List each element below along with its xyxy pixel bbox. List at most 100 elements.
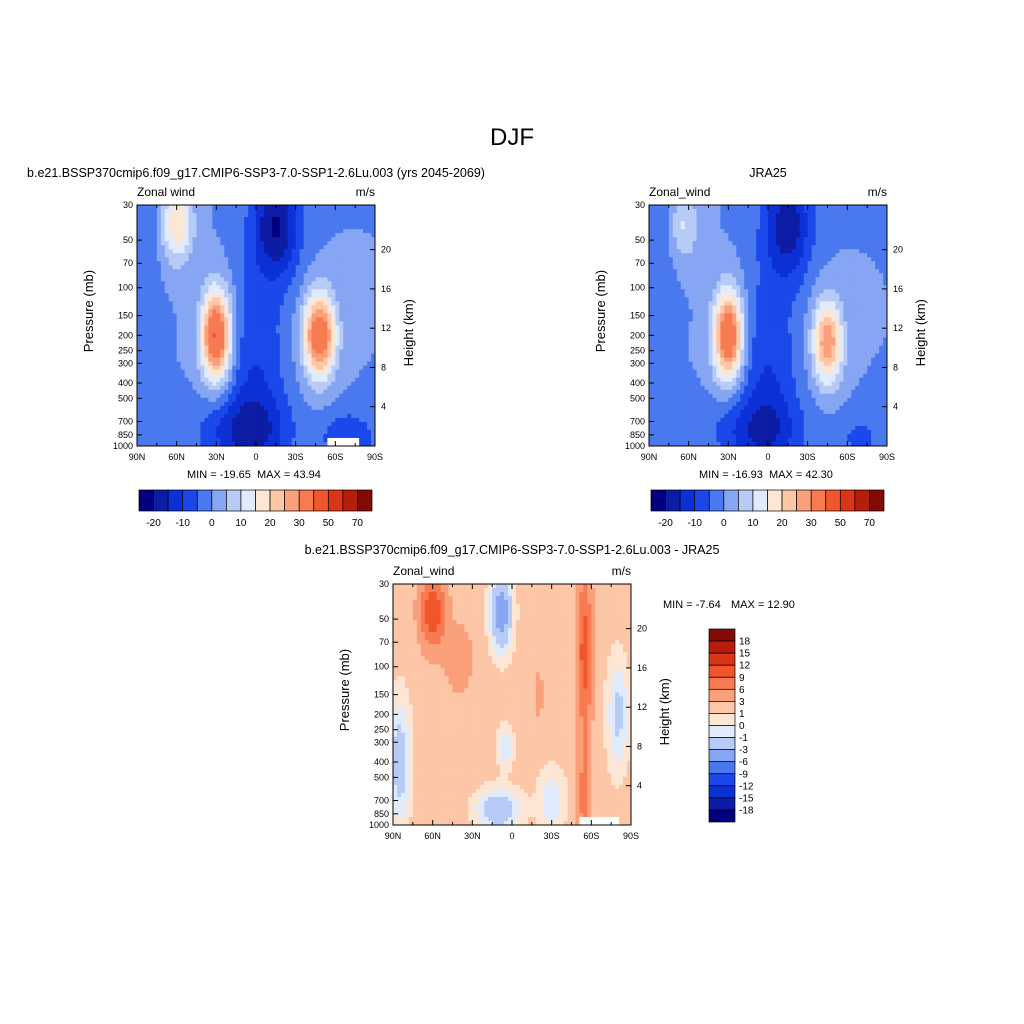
contour-cell <box>807 245 812 250</box>
contour-cell <box>212 245 217 250</box>
contour-cell <box>279 381 285 387</box>
contour-cell <box>216 417 221 423</box>
contour-cell <box>287 313 293 318</box>
contour-cell <box>327 385 332 391</box>
contour-cell <box>196 441 201 447</box>
contour-cell <box>343 285 348 290</box>
contour-cell <box>660 253 666 258</box>
contour-cell <box>315 393 320 399</box>
contour-cell <box>315 297 320 302</box>
contour-cell <box>192 345 197 350</box>
contour-cell <box>339 297 344 302</box>
contour-cell <box>259 417 265 423</box>
contour-cell <box>224 317 229 322</box>
contour-cell <box>248 245 253 250</box>
contour-cell <box>295 205 300 210</box>
contour-cell <box>855 261 860 266</box>
contour-cell <box>240 353 245 358</box>
contour-cell <box>811 245 816 250</box>
contour-cell <box>160 369 166 375</box>
contour-cell <box>275 301 281 306</box>
contour-cell <box>359 325 364 330</box>
contour-cell <box>351 229 356 234</box>
contour-cell <box>732 217 737 222</box>
contour-cell <box>148 373 154 379</box>
contour-cell <box>732 253 737 258</box>
contour-cell <box>744 281 749 286</box>
contour-cell <box>656 233 662 238</box>
contour-cell <box>319 317 324 322</box>
contour-cell <box>879 269 884 274</box>
contour-cell <box>692 217 697 222</box>
contour-cell <box>232 433 237 439</box>
contour-cell <box>275 269 281 274</box>
contour-cell <box>768 241 773 246</box>
contour-cell <box>196 381 201 387</box>
contour-cell <box>311 293 316 298</box>
contour-cell <box>303 225 308 230</box>
contour-cell <box>807 261 812 266</box>
contour-cell <box>267 281 273 286</box>
contour-cell <box>299 365 304 371</box>
contour-cell <box>144 253 150 258</box>
contour-cell <box>331 441 336 447</box>
contour-cell <box>263 345 269 350</box>
contour-cell <box>783 273 789 278</box>
contour-cell <box>311 305 316 310</box>
contour-cell <box>279 317 285 322</box>
contour-cell <box>232 213 237 218</box>
contour-cell <box>252 281 257 286</box>
contour-cell <box>267 289 273 294</box>
contour-cell <box>672 209 678 214</box>
contour-cell <box>843 237 848 242</box>
contour-cell <box>212 229 217 234</box>
contour-cell <box>228 425 233 431</box>
contour-cell <box>355 385 360 391</box>
contour-cell <box>267 437 273 443</box>
contour-cell <box>299 229 304 234</box>
contour-cell <box>259 421 265 427</box>
contour-cell <box>299 337 304 342</box>
contour-cell <box>208 409 213 415</box>
contour-cell <box>196 277 201 282</box>
contour-cell <box>220 229 225 234</box>
contour-cell <box>240 317 245 322</box>
contour-cell <box>819 205 824 210</box>
contour-cell <box>192 385 197 391</box>
contour-cell <box>748 289 753 294</box>
contour-cell <box>339 397 344 403</box>
contour-cell <box>815 249 820 254</box>
contour-cell <box>831 233 836 238</box>
contour-cell <box>144 305 150 310</box>
contour-cell <box>267 261 273 266</box>
contour-cell <box>351 245 356 250</box>
contour-cell <box>148 281 154 286</box>
contour-cell <box>692 213 697 218</box>
contour-cell <box>768 225 773 230</box>
contour-cell <box>176 345 181 350</box>
contour-cell <box>696 205 701 210</box>
contour-cell <box>263 377 269 383</box>
contour-cell <box>771 277 777 282</box>
contour-cell <box>672 273 678 278</box>
contour-cell <box>355 333 360 338</box>
contour-cell <box>756 245 761 250</box>
colorbar-swatch <box>167 489 184 512</box>
contour-cell <box>343 269 348 274</box>
contour-cell <box>744 257 749 262</box>
contour-cell <box>160 273 166 278</box>
contour-cell <box>656 281 662 286</box>
contour-cell <box>200 357 205 362</box>
contour-cell <box>323 437 328 443</box>
contour-cell <box>779 209 785 214</box>
contour-cell <box>176 313 181 318</box>
contour-cell <box>827 249 832 254</box>
contour-cell <box>827 245 832 250</box>
contour-cell <box>160 345 166 350</box>
contour-cell <box>200 385 205 391</box>
contour-cell <box>148 217 154 222</box>
contour-cell <box>883 265 888 270</box>
contour-cell <box>228 385 233 391</box>
contour-cell <box>315 409 320 415</box>
contour-cell <box>232 301 237 306</box>
